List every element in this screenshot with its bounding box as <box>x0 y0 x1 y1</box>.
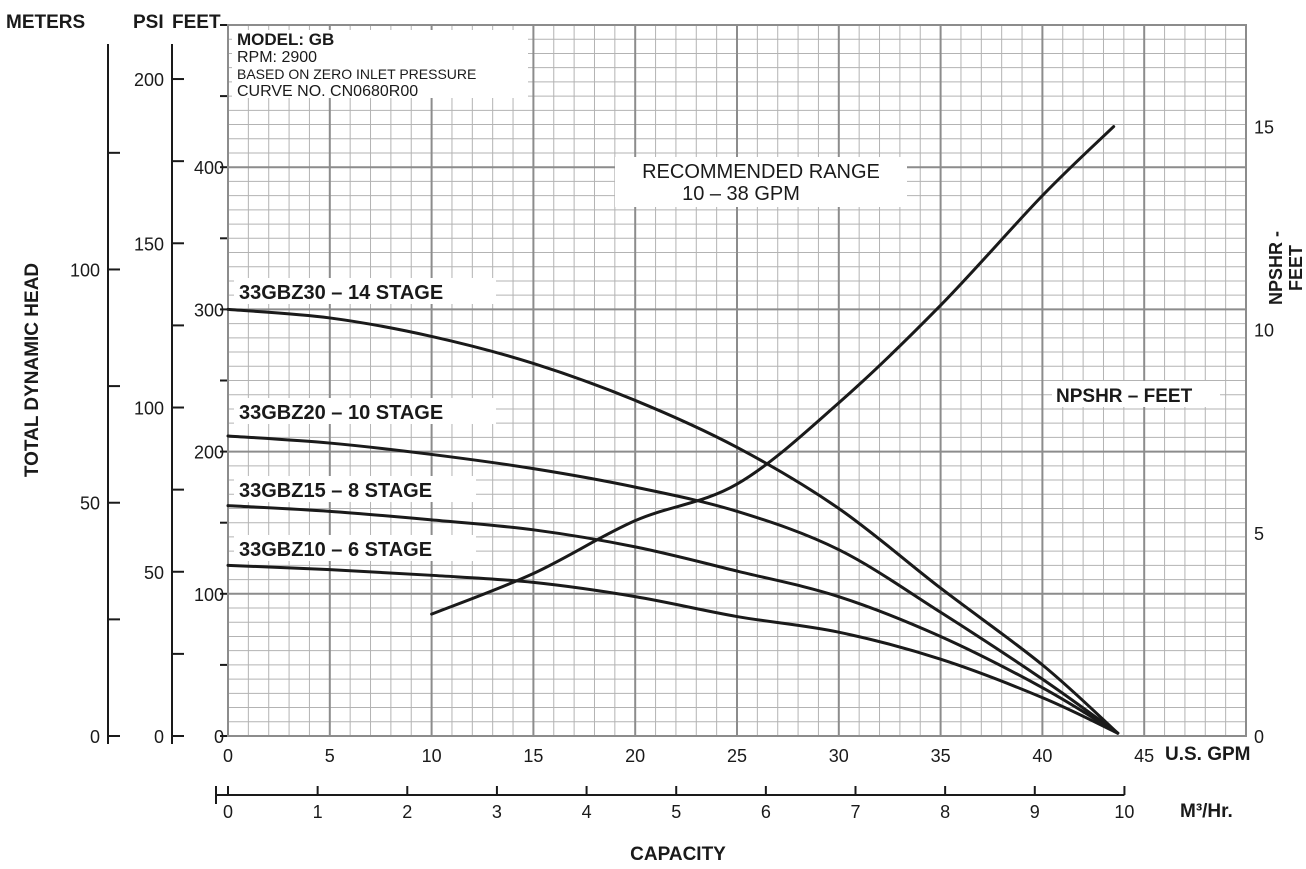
feet-tick-label: 200 <box>194 443 224 463</box>
curve-series-0 <box>226 307 1120 735</box>
gpm-tick-label: 30 <box>829 746 849 766</box>
plot-frame <box>227 24 1247 737</box>
label-bg-14-stage <box>234 278 496 304</box>
series-label-npshr: NPSHR – FEET <box>1056 386 1193 407</box>
m3-tick-label: 3 <box>492 802 502 822</box>
feet-tick-label: 400 <box>194 158 224 178</box>
info-box-background <box>232 30 528 98</box>
series-label-8-stage: 33GBZ15 – 8 STAGE <box>239 480 432 502</box>
feet-axis-label: FEET <box>172 12 221 33</box>
rpm-label: RPM: 2900 <box>237 49 317 66</box>
npshr-tick-label: 10 <box>1254 321 1274 341</box>
axis-scales <box>107 24 1247 804</box>
gpm-tick-label: 10 <box>422 746 442 766</box>
x-axis-title: CAPACITY <box>630 844 726 865</box>
recommended-range-line1: RECOMMENDED RANGE <box>642 161 880 183</box>
gpm-tick-label: 40 <box>1032 746 1052 766</box>
series-label-6-stage: 33GBZ10 – 6 STAGE <box>239 539 432 561</box>
psi-tick-label: 100 <box>134 399 164 419</box>
m3-tick-label: 7 <box>850 802 860 822</box>
label-bg-8-stage <box>234 476 476 502</box>
label-bg-10-stage <box>234 398 496 424</box>
meters-tick-label: 100 <box>70 260 100 280</box>
recommended-range-line2: 10 – 38 GPM <box>682 183 800 205</box>
curve-series-4 <box>430 125 1116 616</box>
x-unit-gpm: U.S. GPM <box>1165 744 1251 765</box>
feet-tick-label: 100 <box>194 585 224 605</box>
series-label-10-stage: 33GBZ20 – 10 STAGE <box>239 402 443 424</box>
feet-tick-label: 0 <box>214 727 224 747</box>
series-label-14-stage: 33GBZ30 – 14 STAGE <box>239 282 443 304</box>
y-right-title-line2: FEET <box>1286 245 1306 291</box>
gpm-tick-label: 45 <box>1134 746 1154 766</box>
curve-number: CURVE NO. CN0680R00 <box>237 83 418 100</box>
label-bg-6-stage <box>234 535 476 561</box>
recommended-range: RECOMMENDED RANGE 10 – 38 GPM <box>615 157 907 207</box>
recommended-range-background <box>615 157 907 207</box>
m3-tick-label: 8 <box>940 802 950 822</box>
curve-series-3 <box>226 563 1120 735</box>
curve-labels: 33GBZ30 – 14 STAGE 33GBZ20 – 10 STAGE 33… <box>234 278 1220 561</box>
y-left-title: TOTAL DYNAMIC HEAD <box>22 263 43 477</box>
inlet-pressure-note: BASED ON ZERO INLET PRESSURE <box>237 66 476 82</box>
x-unit-m3: M³/Hr. <box>1180 801 1233 822</box>
npshr-tick-label: 0 <box>1254 727 1264 747</box>
psi-tick-label: 150 <box>134 234 164 254</box>
m3-tick-label: 1 <box>313 802 323 822</box>
m3-tick-label: 4 <box>582 802 592 822</box>
feet-tick-label: 300 <box>194 300 224 320</box>
m3-tick-label: 10 <box>1114 802 1134 822</box>
meters-tick-label: 0 <box>90 727 100 747</box>
meters-axis-label: METERS <box>6 12 85 33</box>
psi-tick-label: 0 <box>154 727 164 747</box>
m3-tick-label: 6 <box>761 802 771 822</box>
gpm-tick-label: 20 <box>625 746 645 766</box>
m3-tick-label: 2 <box>402 802 412 822</box>
gpm-tick-label: 0 <box>223 746 233 766</box>
psi-axis-label: PSI <box>133 12 164 33</box>
y-right-title-line1: NPSHR - <box>1266 231 1286 305</box>
info-box: MODEL: GB RPM: 2900 BASED ON ZERO INLET … <box>232 30 528 100</box>
curve-series-2 <box>226 504 1120 735</box>
m3-tick-label: 9 <box>1030 802 1040 822</box>
label-bg-npshr <box>1052 381 1220 407</box>
meters-tick-label: 50 <box>80 494 100 514</box>
m3-tick-label: 0 <box>223 802 233 822</box>
gpm-tick-label: 15 <box>523 746 543 766</box>
gpm-tick-label: 5 <box>325 746 335 766</box>
m3-tick-label: 5 <box>671 802 681 822</box>
gpm-tick-label: 35 <box>931 746 951 766</box>
npshr-tick-label: 15 <box>1254 118 1274 138</box>
curve-series-1 <box>226 434 1120 735</box>
npshr-tick-label: 5 <box>1254 524 1264 544</box>
model-label: MODEL: GB <box>237 30 334 49</box>
psi-tick-label: 50 <box>144 563 164 583</box>
gpm-tick-label: 25 <box>727 746 747 766</box>
curves <box>226 125 1120 735</box>
psi-tick-label: 200 <box>134 70 164 90</box>
